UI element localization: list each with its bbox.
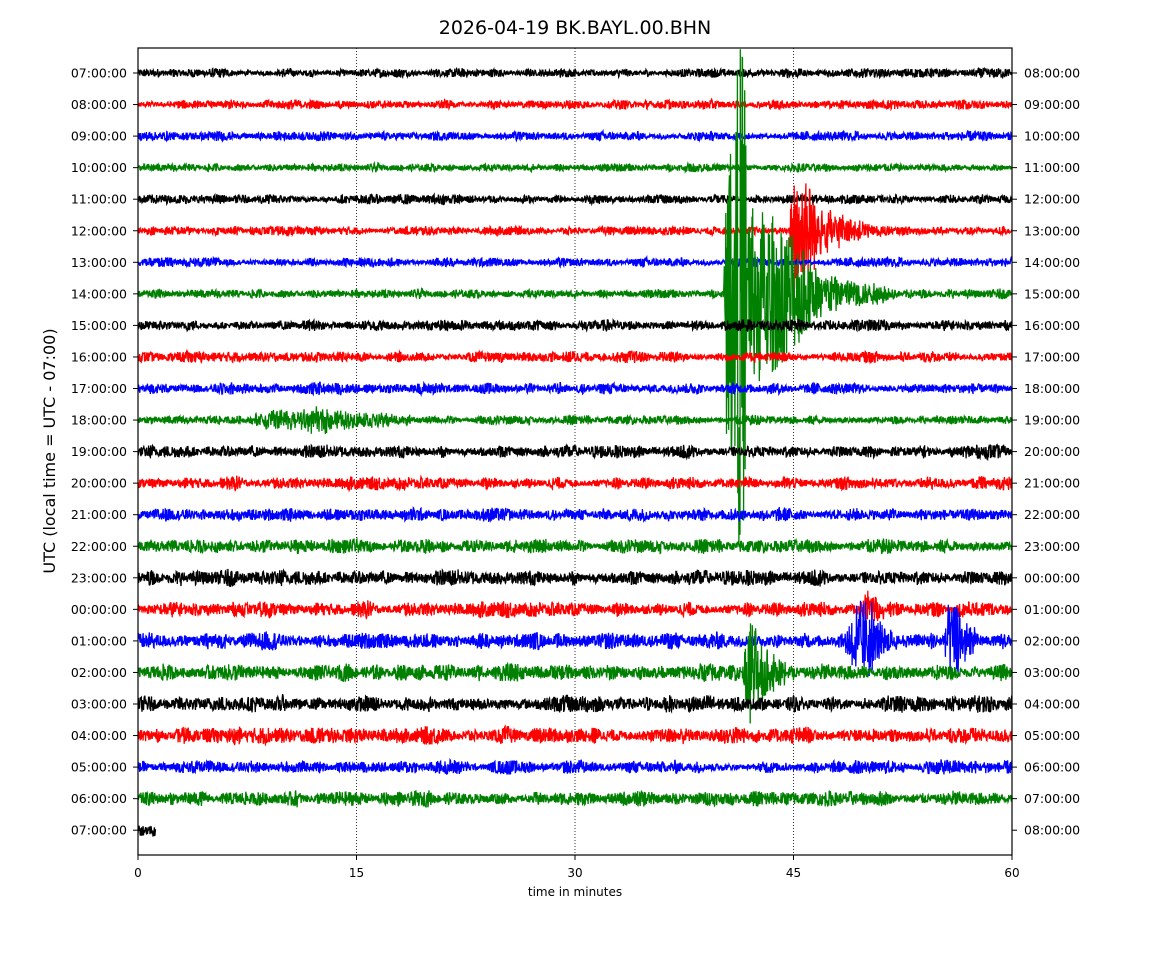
y-tick-label-right: 11:00:00 <box>1024 160 1080 175</box>
y-tick-label-right: 14:00:00 <box>1024 255 1080 270</box>
y-tick-label-left: 09:00:00 <box>71 129 127 144</box>
y-tick-label-right: 04:00:00 <box>1024 697 1080 712</box>
trace-07-00-00 <box>138 825 157 838</box>
y-tick-label-right: 23:00:00 <box>1024 539 1080 554</box>
y-tick-label-right: 08:00:00 <box>1024 823 1080 838</box>
y-tick-label-right: 01:00:00 <box>1024 602 1080 617</box>
x-tick-label: 30 <box>567 866 582 880</box>
y-tick-label-right: 05:00:00 <box>1024 728 1080 743</box>
y-tick-label-left: 01:00:00 <box>71 633 127 648</box>
y-tick-label-right: 09:00:00 <box>1024 97 1080 112</box>
y-tick-label-left: 07:00:00 <box>71 823 127 838</box>
trace-22-00-00 <box>138 536 1012 555</box>
trace-18-00-00 <box>138 406 1012 435</box>
x-tick-label: 60 <box>1004 866 1019 880</box>
y-tick-label-left: 16:00:00 <box>71 349 127 364</box>
trace-20-00-00 <box>138 474 1012 493</box>
trace-17-00-00 <box>138 380 1012 398</box>
x-axis-label: time in minutes <box>528 885 622 899</box>
trace-03-00-00 <box>138 693 1012 714</box>
trace-14-00-00 <box>138 49 1012 547</box>
y-tick-label-left: 08:00:00 <box>71 97 127 112</box>
trace-13-00-00 <box>138 254 1012 270</box>
y-tick-label-left: 11:00:00 <box>71 192 127 207</box>
y-tick-label-left: 10:00:00 <box>71 160 127 175</box>
trace-19-00-00 <box>138 443 1012 462</box>
y-tick-label-left: 03:00:00 <box>71 697 127 712</box>
trace-11-00-00 <box>138 192 1012 207</box>
trace-09-00-00 <box>138 128 1012 143</box>
trace-06-00-00 <box>138 789 1012 808</box>
trace-08-00-00 <box>138 97 1012 112</box>
y-tick-label-right: 12:00:00 <box>1024 192 1080 207</box>
y-tick-label-left: 13:00:00 <box>71 255 127 270</box>
y-tick-label-left: 15:00:00 <box>71 318 127 333</box>
y-tick-label-right: 17:00:00 <box>1024 349 1080 364</box>
y-axis-label: UTC (local time = UTC - 07:00) <box>40 328 59 573</box>
y-tick-label-right: 10:00:00 <box>1024 129 1080 144</box>
y-tick-label-right: 22:00:00 <box>1024 507 1080 522</box>
y-tick-label-left: 05:00:00 <box>71 760 127 775</box>
y-tick-label-right: 02:00:00 <box>1024 633 1080 648</box>
y-tick-label-right: 00:00:00 <box>1024 570 1080 585</box>
y-tick-label-left: 17:00:00 <box>71 381 127 396</box>
trace-02-00-00 <box>138 623 1012 724</box>
chart-title: 2026-04-19 BK.BAYL.00.BHN <box>439 17 712 39</box>
x-axis: 0 15 30 45 60 <box>134 855 1020 880</box>
y-tick-label-left: 07:00:00 <box>71 66 127 81</box>
trace-00-00-00 <box>138 590 1012 622</box>
y-tick-label-right: 15:00:00 <box>1024 286 1080 301</box>
trace-01-00-00 <box>138 600 1012 677</box>
y-tick-label-left: 02:00:00 <box>71 665 127 680</box>
y-tick-label-right: 03:00:00 <box>1024 665 1080 680</box>
trace-15-00-00 <box>138 317 1012 333</box>
x-tick-label: 45 <box>786 866 801 880</box>
x-tick-label: 15 <box>349 866 364 880</box>
y-tick-label-right: 18:00:00 <box>1024 381 1080 396</box>
trace-07-00-00 <box>138 66 1012 80</box>
y-tick-label-left: 20:00:00 <box>71 476 127 491</box>
y-tick-label-left: 23:00:00 <box>71 570 127 585</box>
y-tick-label-left: 00:00:00 <box>71 602 127 617</box>
y-tick-label-right: 08:00:00 <box>1024 66 1080 81</box>
y-tick-label-right: 07:00:00 <box>1024 791 1080 806</box>
trace-04-00-00 <box>138 724 1012 747</box>
y-tick-label-left: 14:00:00 <box>71 286 127 301</box>
traces <box>138 49 1012 838</box>
y-tick-label-left: 22:00:00 <box>71 539 127 554</box>
y-tick-label-left: 06:00:00 <box>71 791 127 806</box>
trace-23-00-00 <box>138 568 1012 588</box>
grid-lines <box>356 48 794 855</box>
y-tick-label-right: 16:00:00 <box>1024 318 1080 333</box>
y-tick-label-left: 21:00:00 <box>71 507 127 522</box>
trace-12-00-00 <box>138 183 1012 289</box>
y-tick-label-right: 19:00:00 <box>1024 413 1080 428</box>
y-tick-label-right: 06:00:00 <box>1024 760 1080 775</box>
x-tick-label: 0 <box>134 866 142 880</box>
trace-10-00-00 <box>138 160 1012 174</box>
y-tick-label-left: 19:00:00 <box>71 444 127 459</box>
y-tick-label-right: 13:00:00 <box>1024 223 1080 238</box>
trace-05-00-00 <box>138 757 1012 775</box>
y-tick-label-right: 20:00:00 <box>1024 444 1080 459</box>
trace-16-00-00 <box>138 348 1012 365</box>
trace-21-00-00 <box>138 506 1012 523</box>
y-tick-label-left: 12:00:00 <box>71 223 127 238</box>
y-tick-label-left: 18:00:00 <box>71 413 127 428</box>
y-tick-label-left: 04:00:00 <box>71 728 127 743</box>
left-axis: 07:00:00 08:00:00 09:00:00 10:00:00 11:00:00… <box>71 66 138 838</box>
y-tick-label-right: 21:00:00 <box>1024 476 1080 491</box>
right-axis: 08:00:00 09:00:00 10:00:00 11:00:00 12:00:00… <box>1012 66 1080 838</box>
